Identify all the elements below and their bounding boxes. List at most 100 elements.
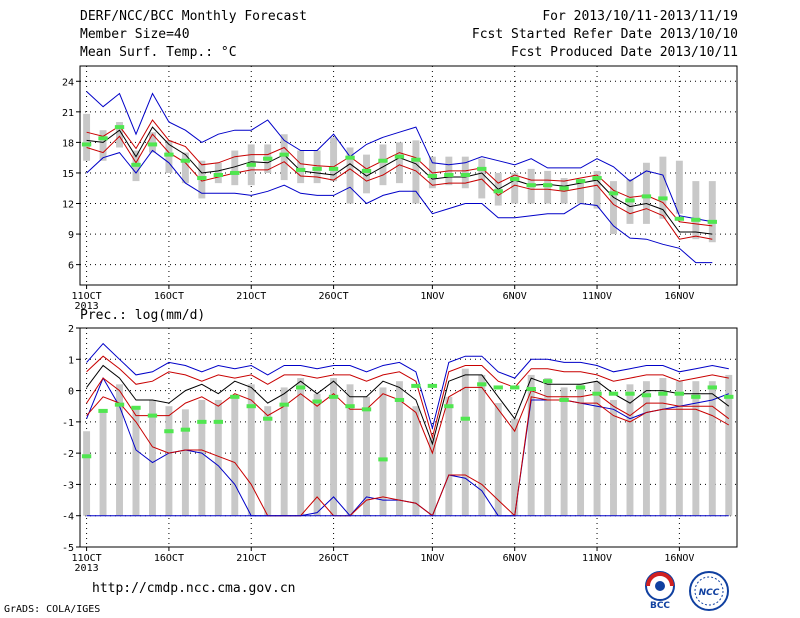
- panel1-ensemble-box: [577, 179, 585, 204]
- panel2-observed-marker: [592, 391, 602, 396]
- ncc-logo-text: NCC: [699, 588, 720, 598]
- fcst-produced-date: Fcst Produced Date 2013/10/11: [511, 45, 738, 60]
- panel1-observed-marker: [658, 196, 668, 201]
- panel1-observed-marker: [691, 217, 701, 222]
- panel2-x-tick-label: 16OCT: [154, 553, 184, 564]
- panel1-y-tick-label: 6: [68, 261, 74, 272]
- panel1-ensemble-box: [412, 140, 420, 204]
- panel1-observed-marker: [114, 125, 125, 130]
- panel1-observed-marker: [559, 186, 569, 191]
- panel2-observed-marker: [230, 394, 240, 399]
- panel2-ensemble-box: [165, 406, 173, 516]
- panel1-y-tick-label: 21: [62, 108, 74, 119]
- panel2-observed-marker: [213, 419, 223, 424]
- panel2-ensemble-box: [132, 406, 140, 516]
- panel2-x-year-label: 2013: [75, 563, 99, 574]
- panel1-observed-marker: [526, 183, 536, 188]
- panel1-ensemble-box: [165, 140, 173, 173]
- fcst-started-date: Fcst Started Refer Date 2013/10/10: [471, 27, 738, 42]
- panel2-ensemble-box: [264, 406, 272, 516]
- panel1-ensemble-box: [659, 156, 667, 219]
- panel1-x-tick-label: 11OCT: [72, 291, 102, 302]
- panel1-observed-marker: [625, 198, 635, 203]
- panel2-observed-marker: [427, 383, 438, 388]
- panel2-y-tick-label: -1: [62, 418, 74, 429]
- forecast-title: DERF/NCC/BCC Monthly Forecast: [80, 9, 307, 24]
- panel1-observed-marker: [394, 154, 405, 159]
- panel1-observed-marker: [180, 158, 191, 163]
- header-right: For 2013/10/11-2013/11/19 Fcst Started Re…: [472, 8, 738, 62]
- panel2-observed-marker: [180, 427, 191, 432]
- panel1-ensemble-box: [313, 150, 321, 184]
- panel1-lower-red-line: [86, 133, 713, 240]
- panel2-observed-marker: [197, 419, 207, 424]
- panel2-ensemble-box: [181, 409, 189, 516]
- panel1-frame: [79, 65, 738, 286]
- panel1-ensemble-box: [593, 170, 601, 209]
- panel2-ensemble-box: [83, 431, 91, 516]
- panel1-x-tick-label: 11NOV: [582, 291, 612, 302]
- panel2-ensemble-box: [148, 399, 156, 516]
- panel2-observed-marker: [328, 394, 339, 399]
- panel2-observed-marker: [263, 416, 273, 421]
- panel1-ensemble-box: [330, 137, 338, 182]
- panel2-observed-marker: [510, 385, 520, 390]
- panel2-observed-marker: [608, 391, 619, 396]
- panel1-ensemble-box: [511, 172, 519, 204]
- forecast-range: For 2013/10/11-2013/11/19: [542, 9, 738, 24]
- panel2-ensemble-box: [708, 381, 716, 516]
- panel1-ensemble-box: [116, 122, 123, 148]
- panel2-observed-marker: [542, 379, 553, 384]
- panel2-observed-marker: [658, 391, 668, 396]
- panel2-frame: [79, 327, 738, 548]
- panel1-observed-marker: [427, 174, 438, 179]
- panel2-observed-marker: [312, 399, 322, 404]
- panel1-observed-marker: [460, 172, 470, 177]
- panel2-observed-marker: [98, 408, 108, 413]
- panel1-ensemble-box: [346, 147, 354, 204]
- panel2-observed-marker: [81, 454, 92, 459]
- source-url[interactable]: http://cmdp.ncc.cma.gov.cn: [92, 581, 296, 596]
- panel1-ensemble-box: [83, 113, 91, 161]
- bcc-logo: BCC: [645, 571, 675, 610]
- panel1-observed-marker: [230, 170, 240, 175]
- panel2-ensemble-box: [494, 403, 502, 516]
- panel1-observed-marker: [213, 172, 223, 177]
- panel2-observed-marker: [724, 394, 734, 399]
- panel2-observed-marker: [460, 416, 470, 421]
- panel2-x-tick-label: 11NOV: [582, 553, 612, 564]
- member-size: Member Size=40: [80, 27, 190, 42]
- panel1-x-tick-label: 16NOV: [664, 291, 694, 302]
- panel2-x-tick-label: 21OCT: [236, 553, 266, 564]
- panel2-y-tick-label: -3: [62, 480, 74, 491]
- panel2-observed-marker: [493, 385, 503, 390]
- panel1-y-tick-label: 15: [62, 169, 74, 180]
- panel2-observed-marker: [625, 391, 635, 396]
- panel2-observed-marker: [674, 391, 685, 396]
- panel1-observed-marker: [510, 177, 520, 182]
- panel1-observed-marker: [707, 219, 717, 224]
- panel2-y-tick-label: -2: [62, 449, 74, 460]
- panel1-x-tick-label: 1NOV: [420, 291, 444, 302]
- panel1-observed-marker: [328, 166, 339, 171]
- panel1-observed-marker: [674, 216, 685, 221]
- panel2-x-tick-label: 16NOV: [664, 553, 694, 564]
- panel2-ensemble-box: [593, 381, 601, 516]
- panel2-x-tick-label: 26OCT: [319, 553, 349, 564]
- panel1-ensemble-box: [99, 130, 107, 161]
- header-left: DERF/NCC/BCC Monthly Forecast Member Size…: [80, 8, 307, 62]
- panel2-ensemble-box: [560, 387, 568, 516]
- panel1-observed-marker: [361, 168, 372, 173]
- panel1-ensemble-box: [610, 181, 617, 235]
- panel1-observed-marker: [246, 162, 256, 167]
- panel1-y-tick-label: 9: [68, 230, 74, 241]
- panel2-observed-marker: [131, 405, 141, 410]
- panel1-ensemble-box: [363, 154, 370, 194]
- panel2-ensemble-box: [330, 378, 338, 516]
- panel2-observed-marker: [575, 385, 586, 390]
- panel1-max-line: [86, 91, 713, 223]
- panel2-x-tick-label: 11OCT: [72, 553, 102, 564]
- panel1-observed-marker: [279, 152, 289, 157]
- panel2-ensemble-box: [659, 378, 667, 516]
